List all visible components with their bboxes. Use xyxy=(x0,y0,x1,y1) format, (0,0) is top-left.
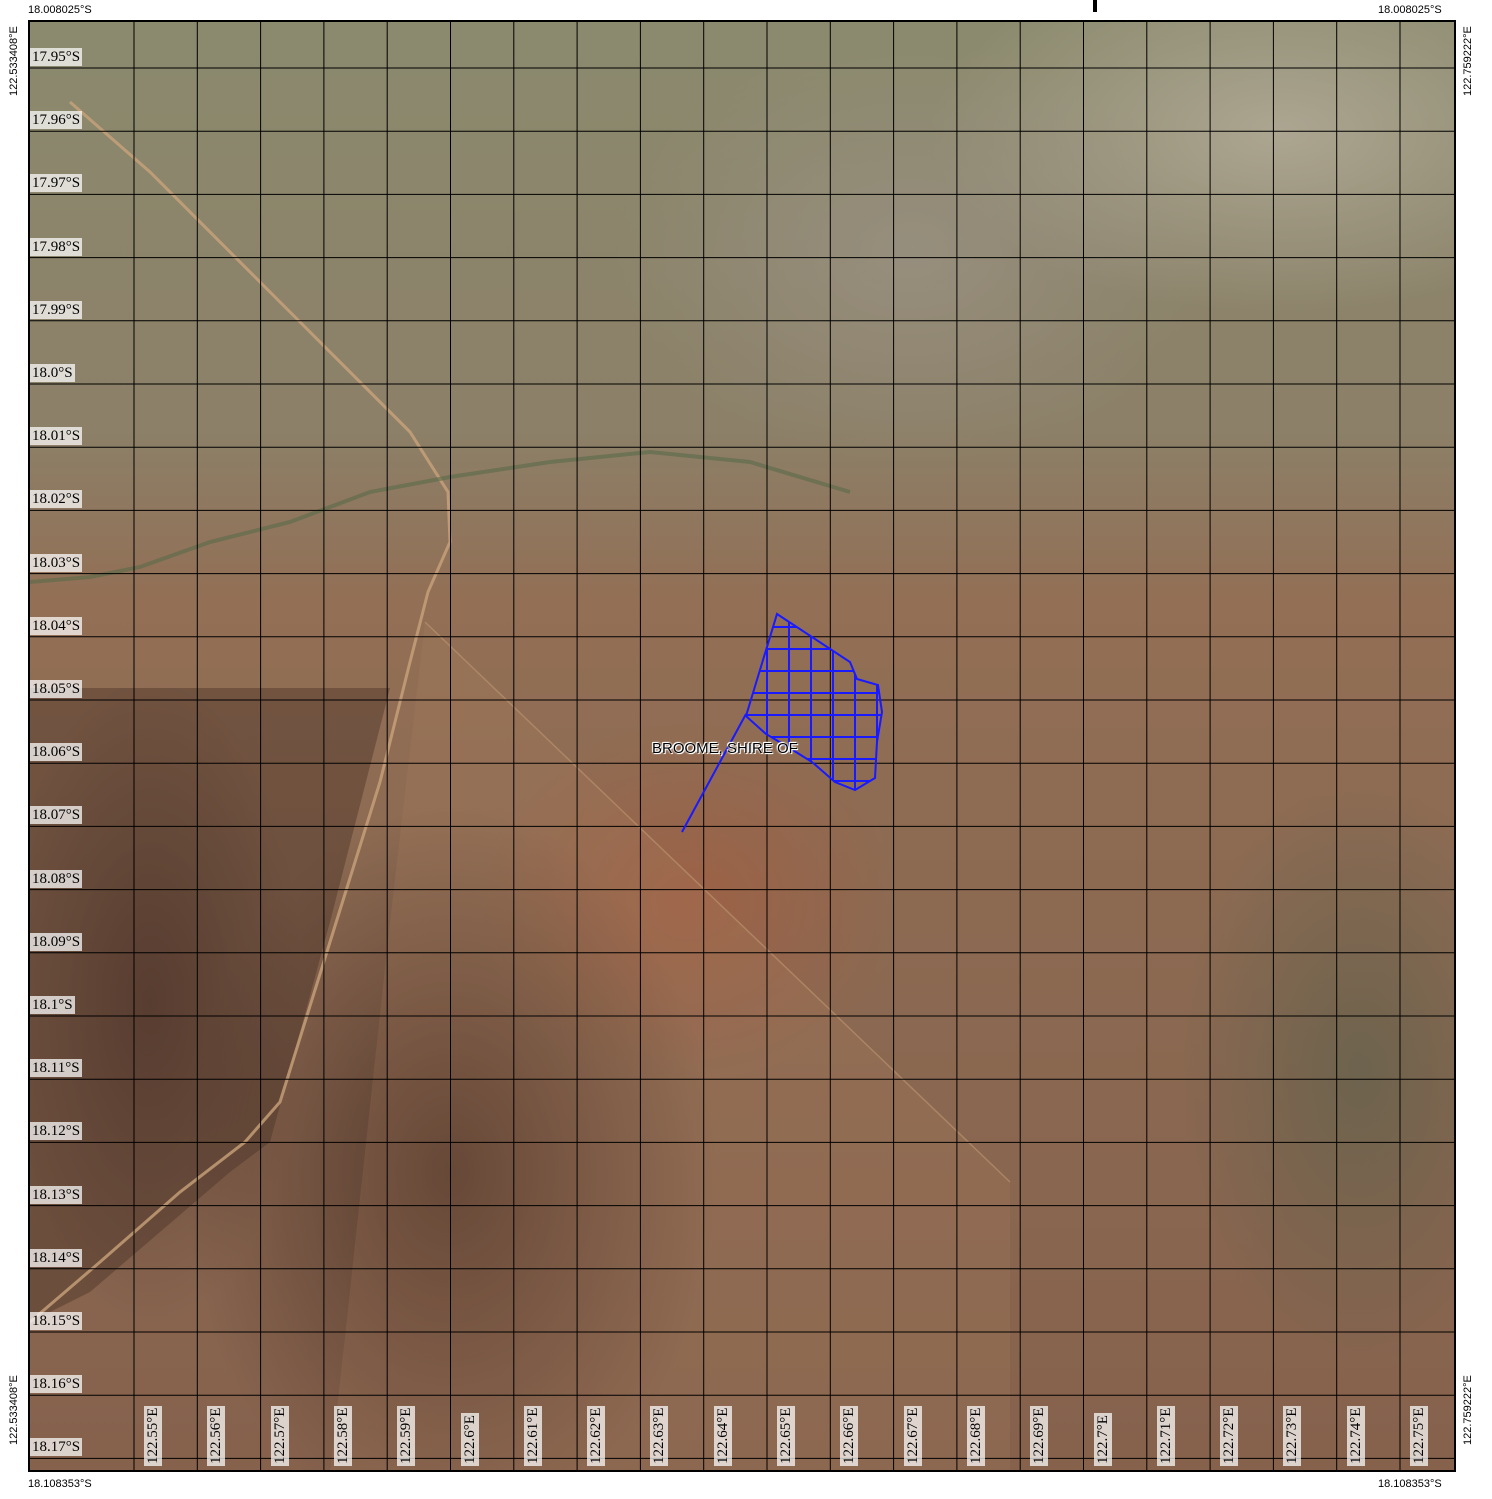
latitude-label: 18.17°S xyxy=(30,1438,83,1457)
latitude-label: 18.07°S xyxy=(30,806,83,825)
corner-label-bottom-right: 18.108353°S xyxy=(1378,1478,1442,1490)
creek-line xyxy=(30,449,851,584)
latitude-label: 18.05°S xyxy=(30,680,83,698)
longitude-label: 122.68°E xyxy=(966,1405,985,1466)
corner-label-right-top: 122.759222°E xyxy=(1462,26,1474,96)
longitude-label: 122.67°E xyxy=(903,1405,922,1466)
latitude-label: 17.96°S xyxy=(30,111,83,130)
latitude-label: 18.12°S xyxy=(30,1122,83,1141)
longitude-label: 122.74°E xyxy=(1346,1405,1365,1466)
longitude-label: 122.75°E xyxy=(1410,1405,1428,1466)
main-road xyxy=(30,100,452,1324)
latitude-label: 17.99°S xyxy=(30,300,83,319)
longitude-label: 122.71°E xyxy=(1156,1405,1175,1466)
top-marker xyxy=(1093,0,1097,12)
corner-label-right-bottom: 122.759222°E xyxy=(1462,1375,1474,1445)
graticule-grid xyxy=(30,22,1454,1470)
latitude-label: 18.0°S xyxy=(30,364,75,382)
place-label-broome-shire: BROOME, SHIRE OF xyxy=(652,740,798,757)
longitude-label: 122.58°E xyxy=(333,1405,352,1466)
longitude-label: 122.61°E xyxy=(523,1405,542,1466)
latitude-label: 18.06°S xyxy=(30,743,83,762)
latitude-label: 18.09°S xyxy=(30,932,83,951)
longitude-label: 122.57°E xyxy=(270,1405,289,1466)
latitude-label: 18.13°S xyxy=(30,1185,83,1204)
latitude-label: 18.02°S xyxy=(30,490,83,509)
latitude-label: 18.1°S xyxy=(30,996,75,1014)
survey-boundary xyxy=(424,621,1011,1183)
parcel-leader-line xyxy=(681,713,747,833)
latitude-label: 18.03°S xyxy=(30,553,83,572)
longitude-label: 122.69°E xyxy=(1030,1405,1049,1466)
corner-label-top-left: 18.008025°S xyxy=(28,4,92,16)
latitude-label: 18.11°S xyxy=(30,1059,82,1078)
longitude-label: 122.64°E xyxy=(713,1405,732,1466)
latitude-label: 18.15°S xyxy=(30,1312,83,1330)
parcel-polygon[interactable] xyxy=(744,612,884,792)
latitude-label: 17.98°S xyxy=(30,237,83,256)
corner-label-bottom-left: 18.108353°S xyxy=(28,1478,92,1490)
corner-label-left-top: 122.533408°E xyxy=(8,26,20,96)
longitude-label: 122.59°E xyxy=(397,1405,416,1466)
longitude-label: 122.66°E xyxy=(840,1405,859,1466)
longitude-label: 122.62°E xyxy=(587,1405,606,1466)
corner-label-left-bottom: 122.533408°E xyxy=(8,1375,20,1445)
darker-terrain-block xyxy=(30,688,390,1322)
lighter-plain-area xyxy=(330,622,1010,1470)
longitude-label: 122.63°E xyxy=(650,1405,669,1466)
longitude-label: 122.72°E xyxy=(1220,1405,1239,1466)
latitude-label: 18.01°S xyxy=(30,427,83,446)
latitude-label: 18.14°S xyxy=(30,1248,83,1267)
longitude-label: 122.6°E xyxy=(460,1413,479,1466)
latitude-label: 18.16°S xyxy=(30,1375,83,1394)
longitude-label: 122.73°E xyxy=(1283,1405,1302,1466)
longitude-label: 122.65°E xyxy=(777,1405,795,1466)
longitude-label: 122.7°E xyxy=(1093,1413,1112,1466)
latitude-label: 17.97°S xyxy=(30,174,83,193)
map-frame[interactable]: BROOME, SHIRE OF 17.95°S 17.96°S 17.97°S 17… xyxy=(28,20,1456,1472)
corner-label-top-right: 18.008025°S xyxy=(1378,4,1442,16)
latitude-label: 18.04°S xyxy=(30,616,83,635)
map-canvas[interactable] xyxy=(30,22,1456,1472)
longitude-label: 122.56°E xyxy=(207,1405,226,1466)
latitude-label: 18.08°S xyxy=(30,869,83,888)
latitude-label: 17.95°S xyxy=(30,48,83,66)
longitude-label: 122.55°E xyxy=(144,1405,162,1466)
